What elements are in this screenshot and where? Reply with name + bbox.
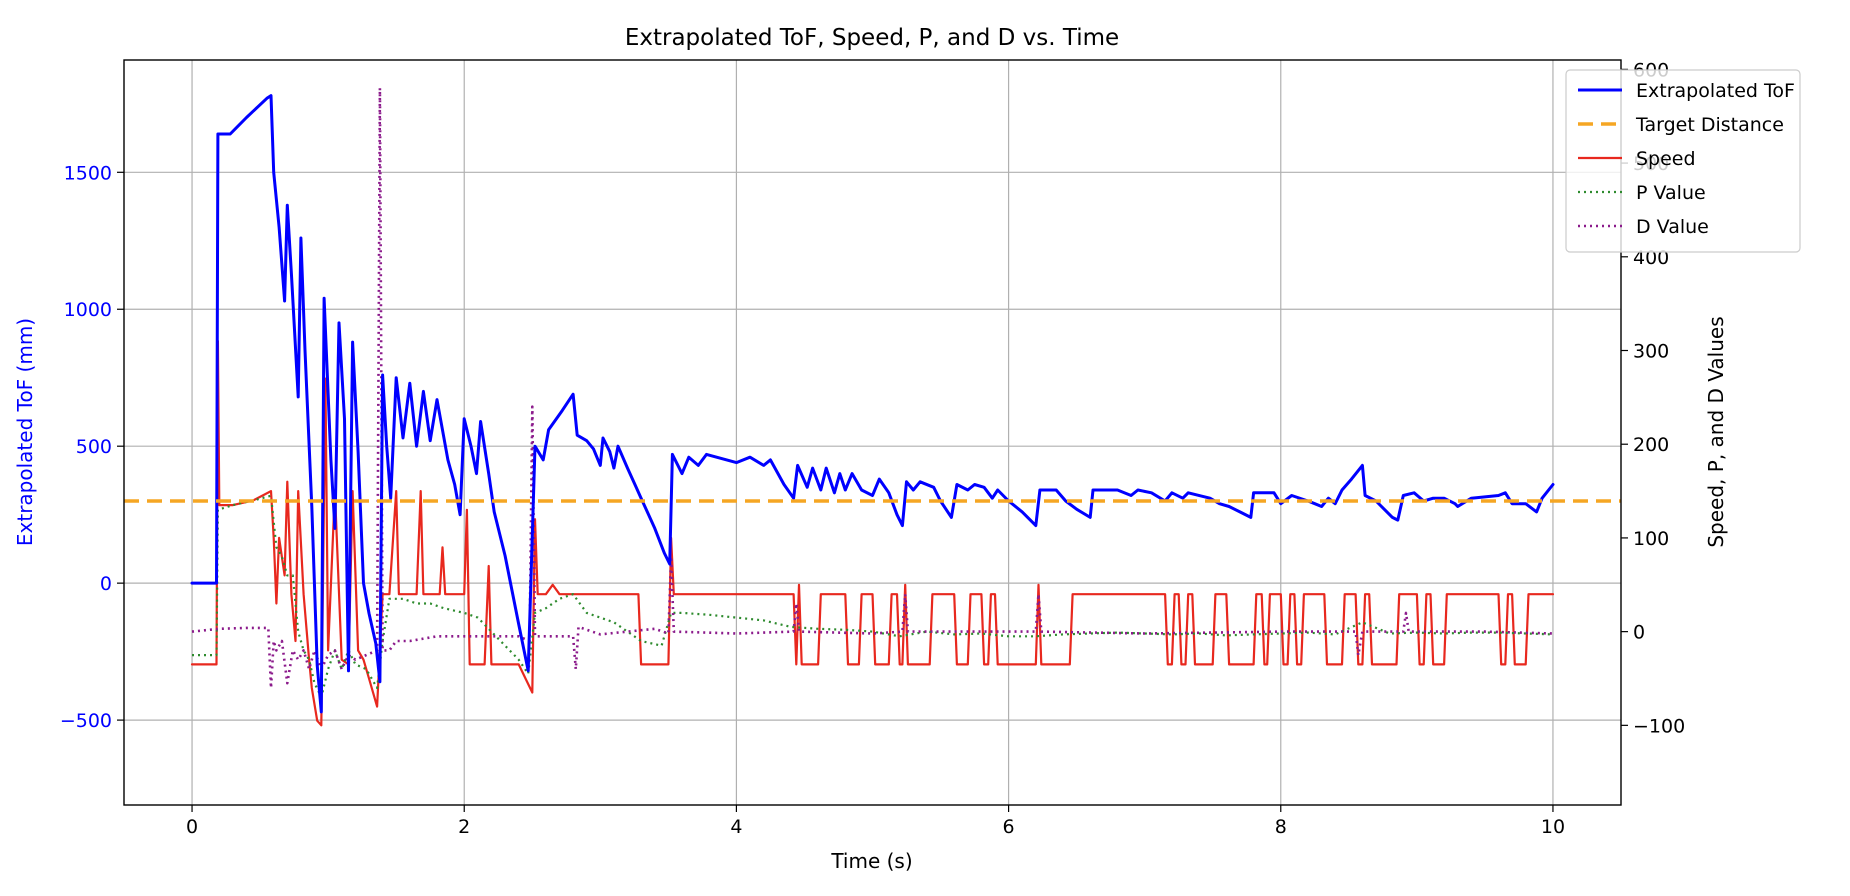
chart-title: Extrapolated ToF, Speed, P, and D vs. Ti…	[625, 25, 1119, 51]
legend-label-tof: Extrapolated ToF	[1636, 80, 1795, 102]
series-layer	[124, 86, 1621, 727]
grid-layer	[124, 60, 1621, 805]
y-axis-label-right: Speed, P, and D Values	[1704, 316, 1728, 547]
x-tick-label: 8	[1275, 816, 1287, 838]
y-tick-label-right: 100	[1633, 528, 1669, 550]
y-tick-label-left: −500	[60, 710, 112, 732]
y-tick-label-left: 1500	[64, 162, 112, 184]
x-axis-label: Time (s)	[830, 849, 912, 873]
plot-frame	[123, 59, 1622, 806]
x-tick-label: 2	[458, 816, 470, 838]
y-tick-label-left: 0	[100, 573, 112, 595]
series-line-p	[192, 494, 1554, 699]
x-tick-label: 0	[186, 816, 198, 838]
y-tick-label-right: −100	[1633, 715, 1685, 737]
y-axis-label-left: Extrapolated ToF (mm)	[13, 318, 37, 546]
legend-box	[1565, 69, 1801, 253]
y-tick-label-right: 0	[1633, 622, 1645, 644]
legend: Extrapolated ToF Target Distance Speed P Va…	[1565, 69, 1801, 253]
y-tick-label-left: 500	[76, 436, 112, 458]
legend-label-speed: Speed	[1636, 148, 1696, 170]
series-line-tof	[190, 94, 1555, 714]
x-tick-label: 6	[1003, 816, 1015, 838]
legend-label-target: Target Distance	[1635, 114, 1784, 136]
series-line-d	[191, 86, 1554, 690]
legend-label-p: P Value	[1636, 182, 1706, 204]
y-tick-label-right: 300	[1633, 341, 1669, 363]
x-tick-label: 4	[730, 816, 742, 838]
y-tick-label-right: 200	[1633, 434, 1669, 456]
legend-label-d: D Value	[1636, 216, 1709, 238]
y-tick-label-left: 1000	[64, 299, 112, 321]
series-line-speed	[190, 340, 1555, 727]
x-tick-label: 10	[1541, 816, 1565, 838]
axis-layer: 0 2 4 6 8 10−500050010001500−1000100200300400…	[60, 59, 1685, 838]
